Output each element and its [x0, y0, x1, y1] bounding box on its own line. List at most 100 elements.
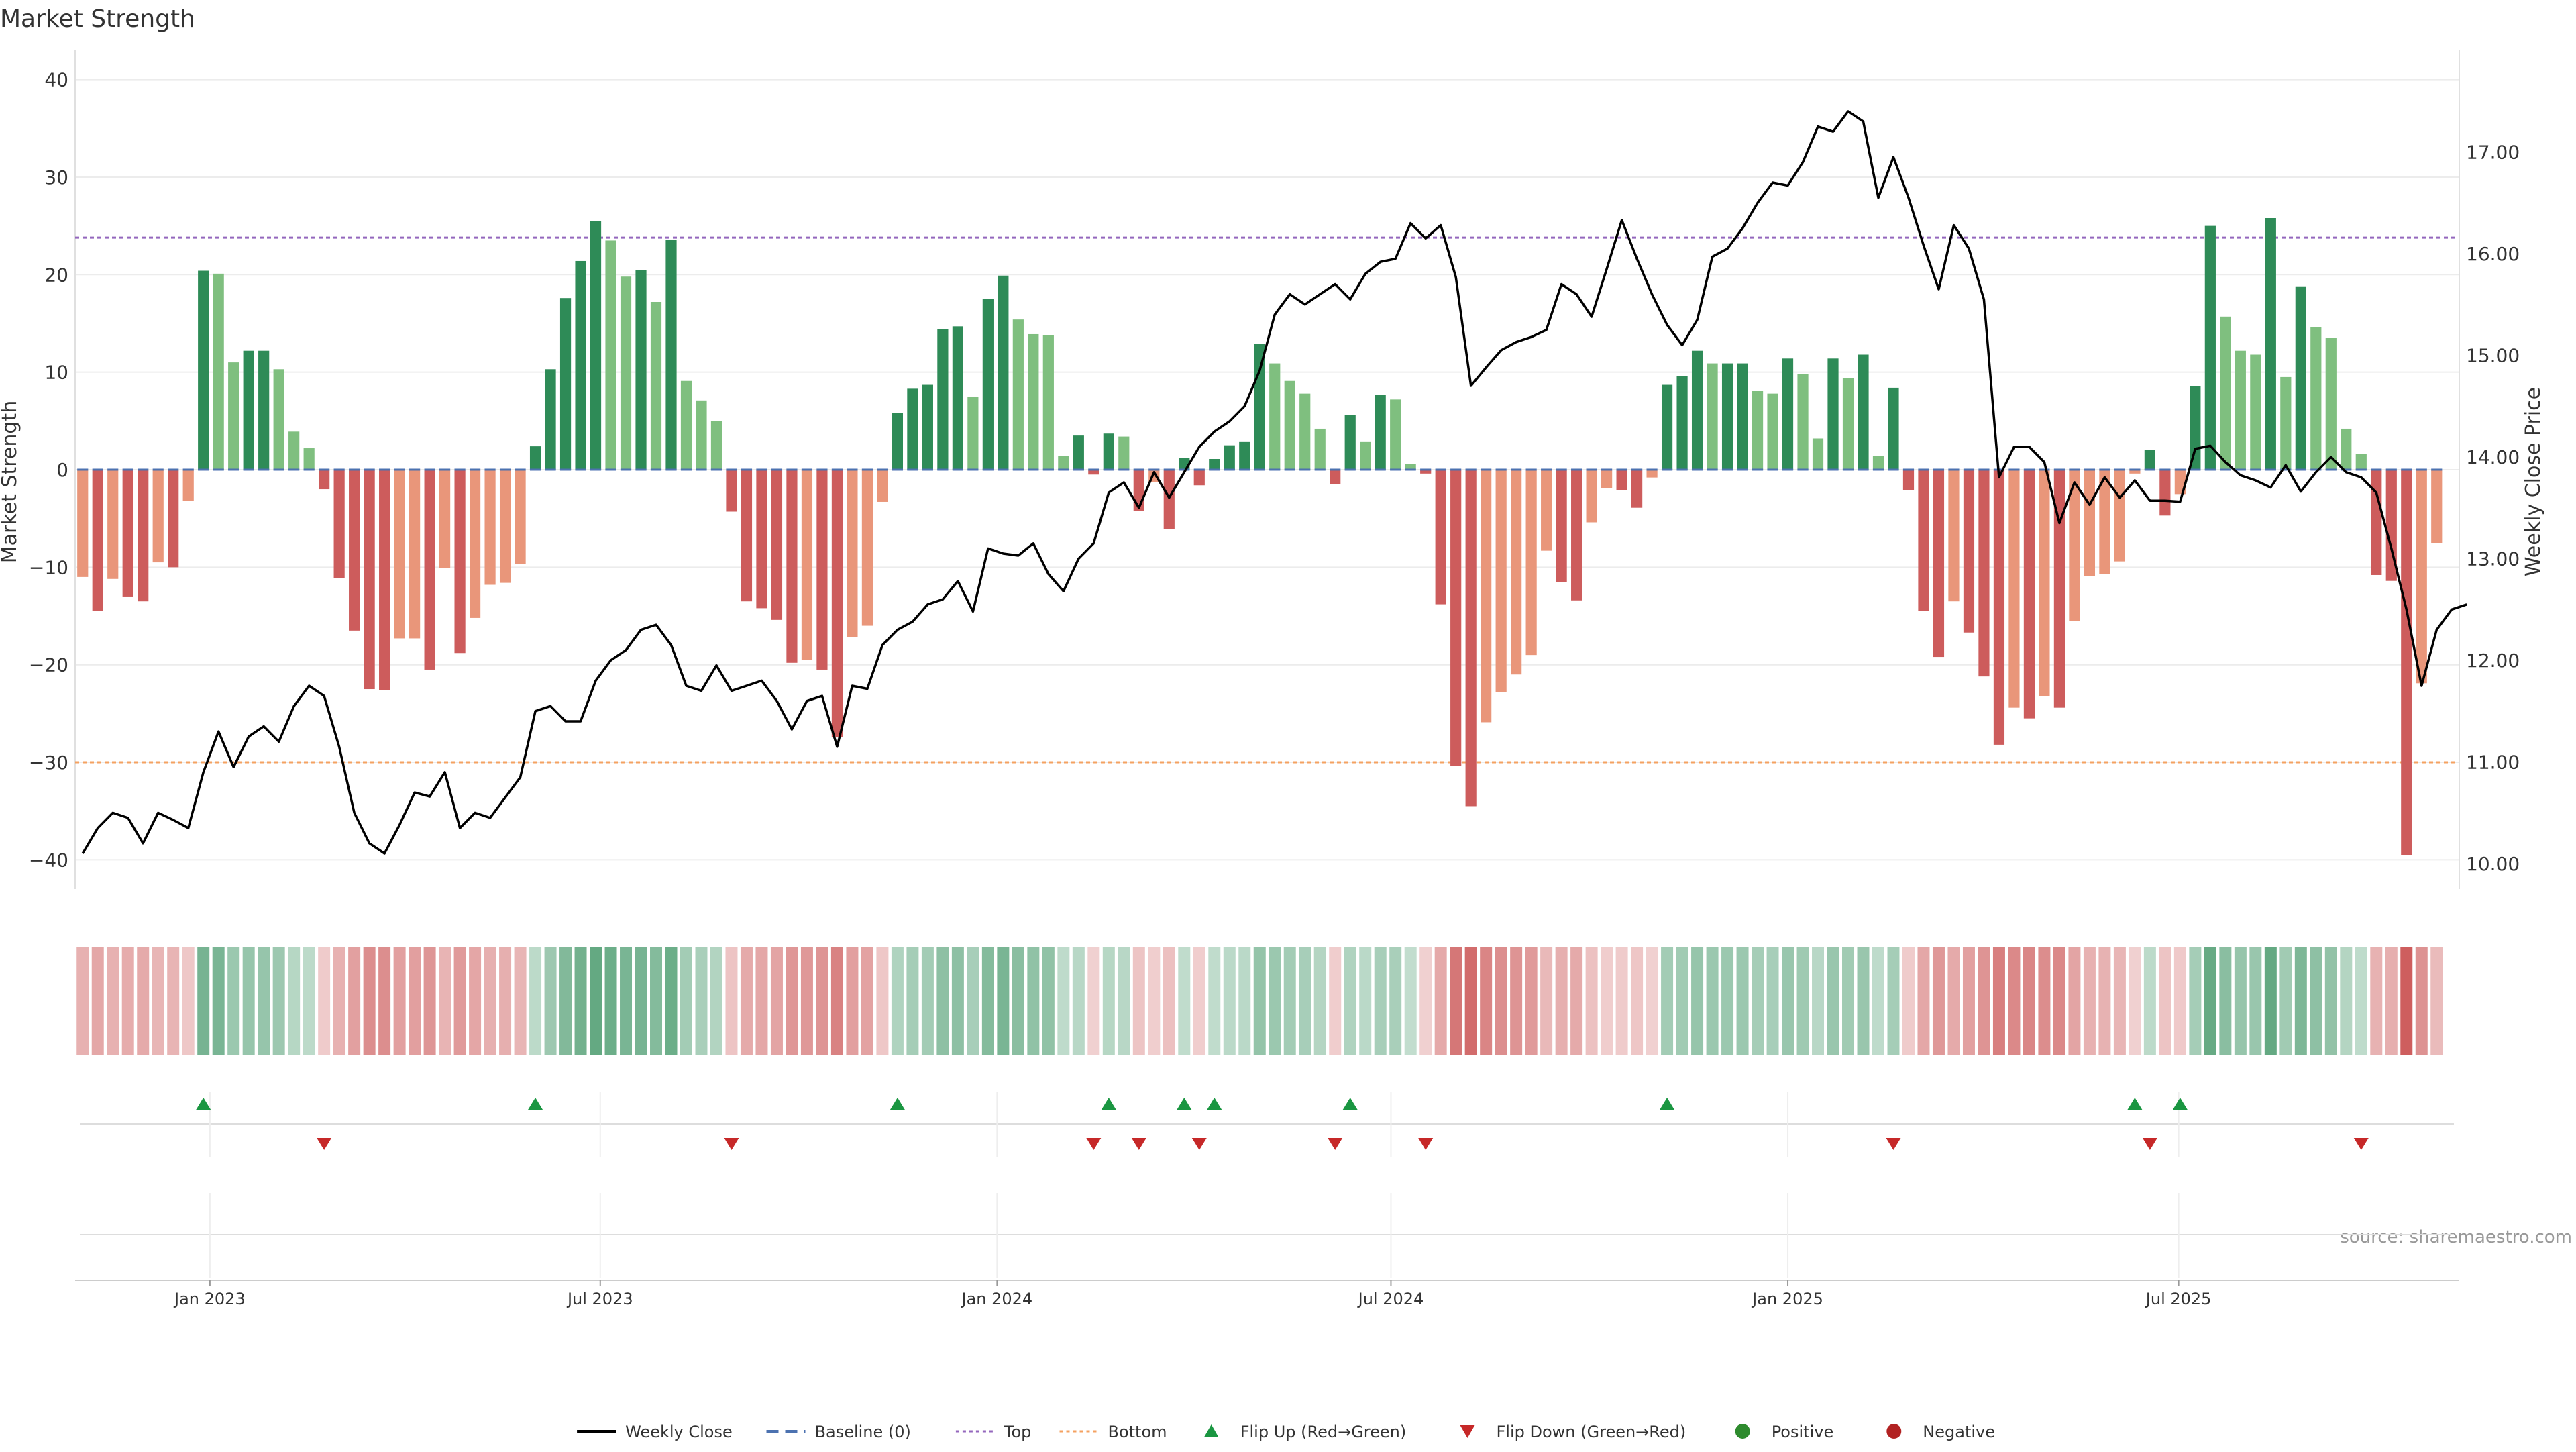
strength-bar: [801, 470, 813, 660]
source-credit: source: sharemaestro.com: [2340, 1227, 2572, 1247]
heat-cell: [1615, 947, 1628, 1055]
heat-cell: [604, 947, 617, 1055]
strength-bar: [1028, 333, 1039, 470]
heat-cell: [2038, 947, 2051, 1055]
strength-bar: [2416, 470, 2427, 684]
flip-down-marker: [1191, 1138, 1207, 1150]
heat-cell: [1359, 947, 1372, 1055]
heat-cell: [816, 947, 828, 1055]
heat-cell: [1208, 947, 1221, 1055]
strength-bar: [892, 413, 904, 470]
strength-bar: [2144, 450, 2155, 470]
heat-cell: [2294, 947, 2307, 1055]
heat-cell: [951, 947, 964, 1055]
strength-bar: [1239, 441, 1250, 470]
heat-cell: [318, 947, 331, 1055]
heat-cell: [182, 947, 195, 1055]
strength-bar: [1541, 470, 1552, 551]
strength-bar: [1193, 470, 1205, 486]
strength-bar: [559, 298, 572, 470]
heat-cell: [1601, 947, 1613, 1055]
strength-bar: [620, 276, 632, 470]
strength-bar: [1556, 470, 1567, 582]
strength-bar: [967, 396, 979, 470]
strength-bar: [1797, 374, 1809, 470]
heat-cell: [2310, 947, 2322, 1055]
flip-down-marker: [1886, 1138, 1901, 1150]
heat-cell: [378, 947, 391, 1055]
strength-bar: [982, 299, 994, 470]
y-tick-label-left: −30: [29, 751, 68, 774]
strength-bar: [1254, 344, 1265, 470]
strength-bar: [1525, 470, 1537, 656]
strength-bar: [1782, 358, 1794, 470]
strength-bar: [2069, 470, 2080, 621]
heat-cell: [1148, 947, 1161, 1055]
flip-down-marker: [1086, 1138, 1102, 1150]
heat-cell: [1902, 947, 1915, 1055]
heat-cell: [1978, 947, 1990, 1055]
heat-cell: [1812, 947, 1825, 1055]
heat-cell: [665, 947, 678, 1055]
heat-cell: [635, 947, 647, 1055]
heat-cell: [1827, 947, 1839, 1055]
heat-cell: [409, 947, 421, 1055]
heat-cell: [529, 947, 542, 1055]
heat-cell: [1057, 947, 1070, 1055]
strength-bar: [877, 470, 888, 502]
heat-cell: [1132, 947, 1145, 1055]
strength-bar: [1344, 415, 1356, 470]
strength-bar: [2114, 470, 2125, 562]
strength-bar: [213, 273, 224, 470]
heat-cell: [1661, 947, 1674, 1055]
heat-cell: [2264, 947, 2277, 1055]
y-ticks-right: 10.00 11.00 12.00 13.00 14.00 15.00 16.00 17.00: [2466, 142, 2520, 876]
strength-bar: [1767, 393, 1778, 470]
strength-bar: [2084, 470, 2096, 576]
heat-cell: [2385, 947, 2398, 1055]
heat-cell: [303, 947, 315, 1055]
heat-cell: [1721, 947, 1734, 1055]
strength-bar: [2295, 286, 2306, 470]
strength-bar: [515, 470, 526, 564]
strength-bar: [1465, 470, 1477, 807]
heat-cell: [423, 947, 436, 1055]
heat-cell: [1631, 947, 1644, 1055]
strength-bar: [998, 275, 1009, 470]
strength-bar: [1495, 470, 1507, 692]
strength-bar: [2129, 470, 2141, 474]
strength-bar: [1948, 470, 1960, 602]
heat-cell: [1962, 947, 1975, 1055]
strength-bar: [1661, 384, 1673, 470]
y-tick-label-left: 40: [44, 69, 68, 91]
strength-bar: [1450, 470, 1462, 766]
strength-bar: [605, 240, 616, 470]
heat-cell: [846, 947, 859, 1055]
heat-cell: [363, 947, 376, 1055]
heat-cell: [1752, 947, 1764, 1055]
strength-bar: [77, 470, 89, 577]
heat-cell: [167, 947, 180, 1055]
strength-bar: [349, 470, 360, 631]
strength-heat-strip: [76, 947, 2443, 1055]
heat-cell: [393, 947, 406, 1055]
legend-label: Positive: [1772, 1422, 1834, 1441]
strength-bar: [1420, 470, 1432, 474]
heat-cell: [499, 947, 512, 1055]
x-tick-label: Jan 2025: [1751, 1290, 1823, 1308]
flip-down-marker: [724, 1138, 739, 1150]
heat-cell: [1464, 947, 1477, 1055]
strength-bar: [1993, 470, 2005, 745]
strength-bar: [952, 326, 963, 470]
heat-cell: [272, 947, 285, 1055]
heat-cell: [725, 947, 738, 1055]
strength-bar: [1299, 393, 1311, 470]
strength-bar: [1978, 470, 1990, 677]
strength-bar: [107, 470, 119, 579]
strength-bar: [771, 470, 783, 620]
flip-up-marker: [2127, 1098, 2143, 1110]
strength-bar: [2039, 470, 2050, 696]
heat-cell: [2023, 947, 2035, 1055]
strength-bar: [499, 470, 511, 583]
heat-cell: [2219, 947, 2232, 1055]
